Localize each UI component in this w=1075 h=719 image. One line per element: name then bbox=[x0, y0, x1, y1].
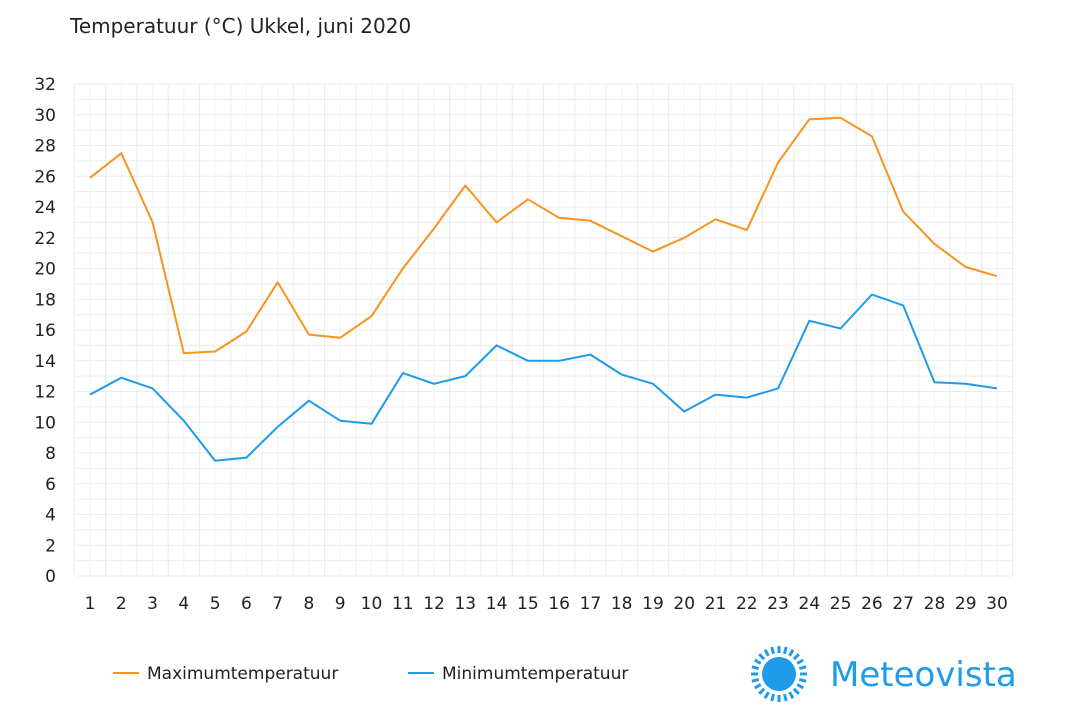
sun-ray bbox=[770, 646, 776, 655]
y-tick-label: 28 bbox=[34, 137, 56, 157]
y-tick-label: 18 bbox=[34, 290, 56, 310]
sun-ray bbox=[763, 649, 770, 657]
x-tick-label: 12 bbox=[423, 594, 445, 614]
sun-icon bbox=[751, 646, 807, 702]
y-tick-label: 22 bbox=[34, 229, 56, 249]
x-tick-label: 10 bbox=[361, 594, 383, 614]
legend-label: Minimumtemperatuur bbox=[442, 664, 628, 684]
x-tick-label: 9 bbox=[335, 594, 346, 614]
x-tick-label: 5 bbox=[210, 594, 221, 614]
x-tick-label: 6 bbox=[241, 594, 252, 614]
x-tick-label: 30 bbox=[986, 594, 1008, 614]
x-tick-label: 23 bbox=[767, 594, 789, 614]
x-tick-label: 29 bbox=[955, 594, 977, 614]
legend-label: Maximumtemperatuur bbox=[147, 664, 338, 684]
sun-ray bbox=[751, 665, 760, 671]
sun-ray bbox=[796, 658, 804, 665]
sun-ray bbox=[754, 658, 762, 665]
sun-ray bbox=[798, 677, 807, 683]
x-tick-label: 24 bbox=[799, 594, 821, 614]
x-tick-label: 11 bbox=[392, 594, 414, 614]
y-tick-label: 4 bbox=[45, 506, 56, 526]
x-tick-label: 27 bbox=[892, 594, 914, 614]
series-line-max bbox=[89, 116, 998, 355]
y-tick-label: 2 bbox=[45, 536, 56, 556]
sun-ray bbox=[782, 693, 788, 702]
sun-ray bbox=[798, 665, 807, 671]
y-tick-label: 24 bbox=[34, 198, 56, 218]
y-tick-label: 32 bbox=[34, 75, 56, 95]
sun-ray bbox=[754, 683, 762, 690]
y-tick-label: 0 bbox=[45, 567, 56, 587]
sun-ray bbox=[758, 687, 766, 695]
x-tick-label: 13 bbox=[454, 594, 476, 614]
sun-ray bbox=[782, 646, 788, 655]
x-tick-label: 21 bbox=[705, 594, 727, 614]
y-tick-label: 14 bbox=[34, 352, 56, 372]
y-tick-label: 8 bbox=[45, 444, 56, 464]
y-tick-label: 26 bbox=[34, 167, 56, 187]
sun-ray bbox=[788, 649, 795, 657]
legend: Maximumtemperatuur Minimumtemperatuur bbox=[113, 664, 628, 684]
y-tick-label: 16 bbox=[34, 321, 56, 341]
x-tick-label: 2 bbox=[116, 594, 127, 614]
x-tick-label: 7 bbox=[272, 594, 283, 614]
y-tick-label: 12 bbox=[34, 383, 56, 403]
x-tick-label: 18 bbox=[611, 594, 633, 614]
x-tick-label: 1 bbox=[85, 594, 96, 614]
meteovista-logo: Meteovista bbox=[751, 646, 1017, 702]
x-tick-label: 3 bbox=[147, 594, 158, 614]
x-tick-label: 8 bbox=[304, 594, 315, 614]
x-tick-label: 4 bbox=[178, 594, 189, 614]
x-tick-label: 22 bbox=[736, 594, 758, 614]
chart-title: Temperatuur (°C) Ukkel, juni 2020 bbox=[70, 14, 412, 38]
y-tick-label: 30 bbox=[34, 106, 56, 126]
grid bbox=[73, 83, 1014, 577]
sun-ray bbox=[792, 687, 800, 695]
x-tick-label: 28 bbox=[924, 594, 946, 614]
x-axis-ticks: 1 2 3 4 5 6 7 8 9 10 11 12 13 14 15 16 17 18 19 20 21 22 23 24 2… bbox=[85, 594, 1008, 614]
x-tick-label: 20 bbox=[673, 594, 695, 614]
x-tick-label: 17 bbox=[580, 594, 602, 614]
x-tick-label: 16 bbox=[548, 594, 570, 614]
x-tick-label: 26 bbox=[861, 594, 883, 614]
y-tick-label: 10 bbox=[34, 413, 56, 433]
logo-text: Meteovista bbox=[830, 655, 1017, 695]
sun-ray bbox=[788, 691, 795, 699]
y-tick-label: 6 bbox=[45, 475, 56, 495]
sun-ray bbox=[763, 691, 770, 699]
sun-ray bbox=[758, 653, 766, 661]
sun-ray bbox=[792, 653, 800, 661]
x-tick-label: 19 bbox=[642, 594, 664, 614]
x-tick-label: 14 bbox=[486, 594, 508, 614]
sun-ray bbox=[751, 677, 760, 683]
sun-ray bbox=[770, 693, 776, 702]
series-line-min bbox=[89, 293, 998, 462]
x-tick-label: 25 bbox=[830, 594, 852, 614]
sun-ray bbox=[796, 683, 804, 690]
y-tick-label: 20 bbox=[34, 260, 56, 280]
series-lines bbox=[89, 116, 998, 462]
x-tick-label: 15 bbox=[517, 594, 539, 614]
sun-core bbox=[762, 657, 796, 691]
